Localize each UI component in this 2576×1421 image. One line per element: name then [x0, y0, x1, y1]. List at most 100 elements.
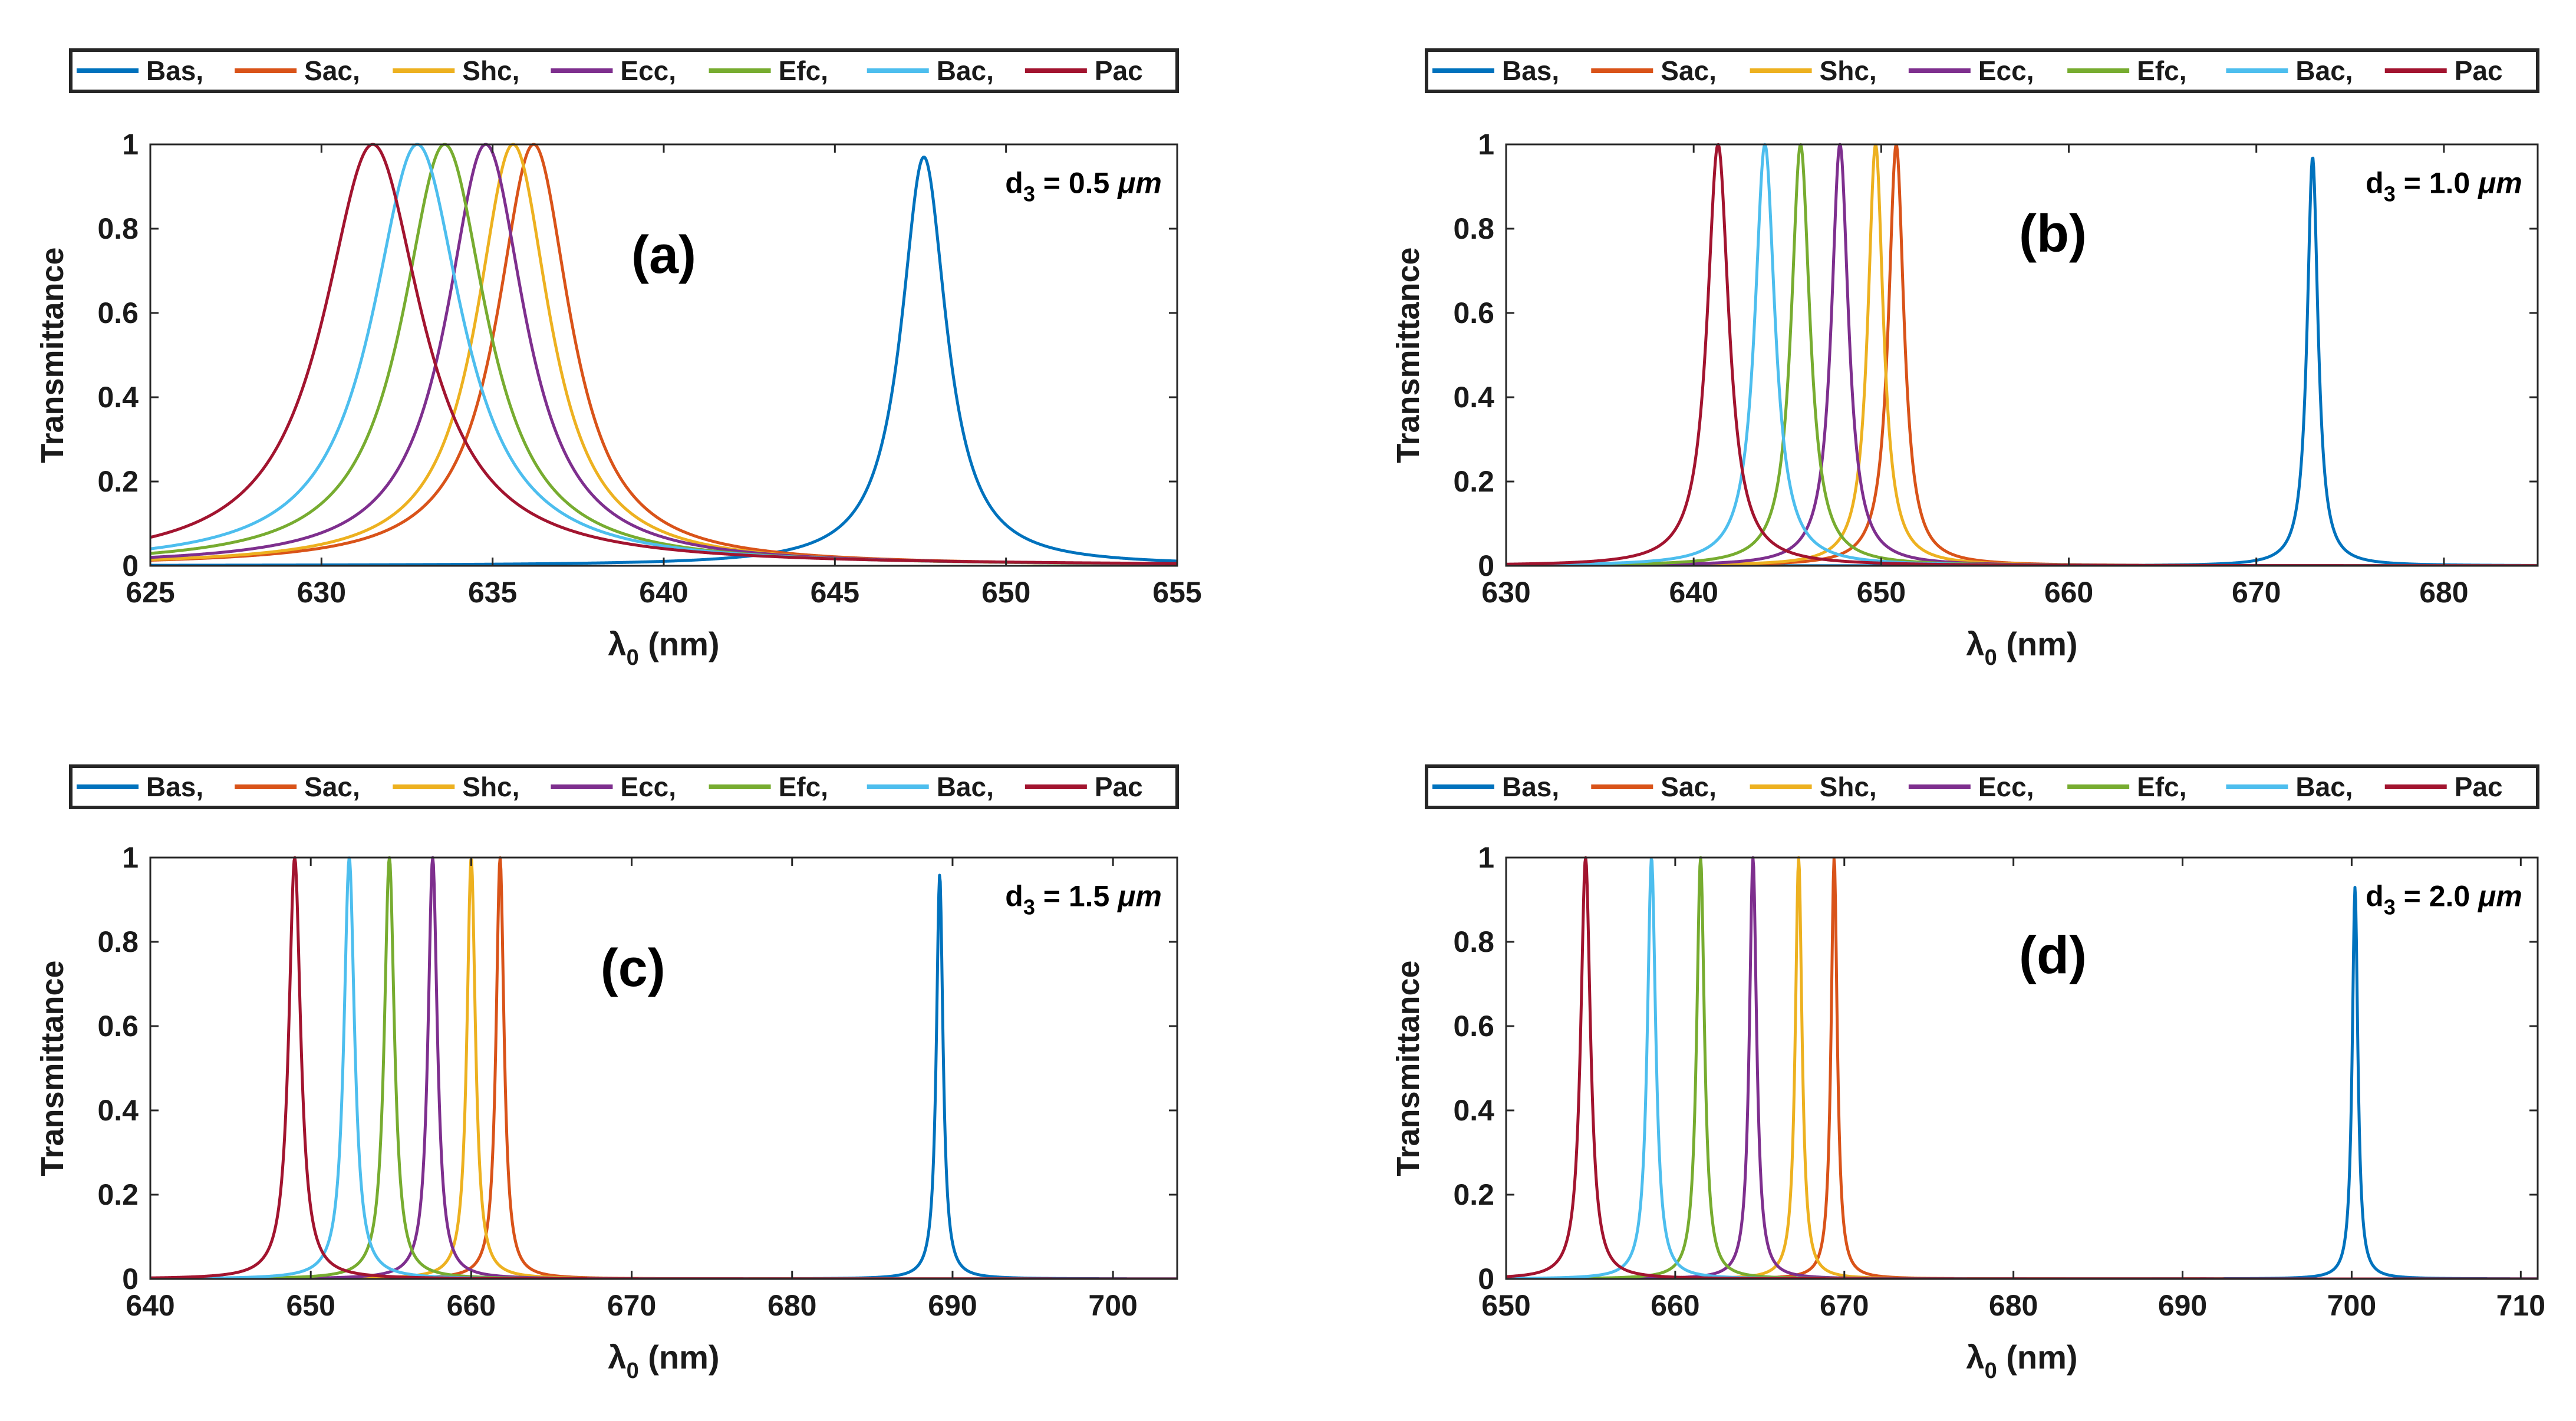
legend-label-pac: Pac	[2455, 772, 2503, 802]
legend-label-pac: Pac	[2455, 55, 2503, 86]
legend-label-bas: Bas,	[1502, 772, 1559, 802]
plot-area	[150, 144, 1177, 566]
x-tick-label: 655	[1152, 576, 1201, 609]
chart-panel-a: 625 630 635 640 645 650 655 0 0.2 0.4 0.6 0.8 1 Trans…	[35, 48, 1202, 670]
x-tick-label: 645	[811, 576, 859, 609]
y-tick-label: 0.4	[1453, 1094, 1494, 1127]
x-tick-label: 690	[2158, 1289, 2207, 1322]
x-tick-label: 630	[1481, 576, 1530, 609]
y-tick-label: 0	[122, 549, 139, 582]
y-axis-label: Transmittance	[1391, 247, 1426, 463]
panel-label: (b)	[2019, 205, 2087, 263]
y-tick-label: 0.6	[97, 1010, 139, 1043]
axes-box	[1505, 143, 2539, 567]
thickness-annotation: d3 = 0.5 μm	[1005, 166, 1162, 206]
legend-label-shc: Shc,	[1820, 772, 1877, 802]
legend-label-efc: Efc,	[2137, 772, 2186, 802]
x-tick-label: 660	[447, 1289, 496, 1322]
legend-label-efc: Efc,	[2137, 55, 2186, 86]
x-tick-label: 660	[1651, 1289, 1699, 1322]
y-tick-label: 1	[122, 128, 139, 161]
legend-label-bas: Bas,	[1502, 55, 1559, 86]
y-tick-label: 0	[1478, 1262, 1494, 1295]
legend-label-bac: Bac,	[2295, 772, 2353, 802]
x-tick-label: 650	[286, 1289, 335, 1322]
legend: Bas, Sac, Shc, Ecc, Efc, Bac, Pac	[1425, 48, 2539, 93]
y-tick-label: 0.8	[97, 925, 139, 958]
legend-label-shc: Shc,	[462, 772, 519, 802]
y-tick-label: 0.8	[97, 212, 139, 245]
y-tick-label: 0	[122, 1262, 139, 1295]
legend-label-shc: Shc,	[1820, 55, 1877, 86]
x-tick-label: 700	[1088, 1289, 1137, 1322]
x-tick-label: 630	[297, 576, 346, 609]
legend-label-bas: Bas,	[146, 772, 203, 802]
x-tick-label: 660	[2044, 576, 2093, 609]
x-tick-label: 670	[2232, 576, 2281, 609]
x-tick-label: 635	[468, 576, 517, 609]
panel-label: (c)	[601, 939, 666, 998]
thickness-annotation: d3 = 1.5 μm	[1005, 879, 1162, 919]
x-tick-label: 625	[126, 576, 174, 609]
y-tick-label: 0.2	[1453, 465, 1494, 498]
x-tick-label: 690	[928, 1289, 977, 1322]
x-tick-label: 650	[981, 576, 1030, 609]
x-tick-label: 650	[1481, 1289, 1530, 1322]
x-tick-label: 680	[767, 1289, 816, 1322]
y-tick-label: 0.4	[1453, 381, 1494, 414]
y-axis-label: Transmittance	[1391, 960, 1426, 1176]
x-tick-label: 640	[639, 576, 688, 609]
legend-label-pac: Pac	[1095, 55, 1143, 86]
x-axis-label: λ0 (nm)	[1966, 625, 2077, 670]
y-tick-label: 0.8	[1453, 925, 1494, 958]
y-tick-label: 0.2	[97, 465, 139, 498]
y-tick-label: 0.6	[1453, 1010, 1494, 1043]
plot-area	[1506, 144, 2538, 566]
y-tick-label: 1	[1478, 128, 1494, 161]
x-tick-label: 680	[2419, 576, 2468, 609]
y-tick-label: 0.2	[97, 1178, 139, 1211]
legend: Bas, Sac, Shc, Ecc, Efc, Bac, Pac	[1425, 764, 2539, 809]
x-tick-label: 670	[607, 1289, 656, 1322]
y-tick-label: 0.2	[1453, 1178, 1494, 1211]
y-axis-label: Transmittance	[35, 960, 70, 1176]
legend-label-shc: Shc,	[462, 55, 519, 86]
legend-label-sac: Sac,	[304, 772, 360, 802]
panel-label: (d)	[2019, 926, 2087, 985]
legend: Bas, Sac, Shc, Ecc, Efc, Bac, Pac	[69, 48, 1179, 93]
x-tick-label: 700	[2327, 1289, 2376, 1322]
axes-box	[1505, 856, 2539, 1280]
legend-label-pac: Pac	[1095, 772, 1143, 802]
legend-label-ecc: Ecc,	[620, 772, 676, 802]
thickness-annotation: d3 = 1.0 μm	[2366, 166, 2522, 206]
axes-box	[149, 856, 1178, 1280]
x-tick-label: 710	[2496, 1289, 2545, 1322]
panel-label: (a)	[631, 226, 696, 285]
legend-label-ecc: Ecc,	[620, 55, 676, 86]
chart-panel-d: 650 660 670 680 690 700 710 0 0.2 0.4 0.6 0.8 1 Trans…	[1391, 764, 2545, 1383]
legend-label-ecc: Ecc,	[1978, 55, 2034, 86]
legend-label-bac: Bac,	[2295, 55, 2353, 86]
legend-label-bas: Bas,	[146, 55, 203, 86]
plot-area	[150, 858, 1177, 1279]
legend-label-bac: Bac,	[937, 772, 994, 802]
series-group	[150, 143, 1177, 566]
y-tick-label: 1	[1478, 841, 1494, 874]
x-axis-label: λ0 (nm)	[1966, 1338, 2077, 1383]
y-tick-label: 0.6	[97, 296, 139, 329]
x-tick-label: 640	[126, 1289, 174, 1322]
y-tick-label: 0	[1478, 549, 1494, 582]
y-tick-label: 0.6	[1453, 296, 1494, 329]
y-axis-label: Transmittance	[35, 247, 70, 463]
x-tick-label: 670	[1820, 1289, 1869, 1322]
x-axis-label: λ0 (nm)	[608, 625, 719, 670]
x-tick-label: 680	[1989, 1289, 2038, 1322]
y-tick-label: 0.8	[1453, 212, 1494, 245]
x-tick-label: 640	[1669, 576, 1718, 609]
y-tick-label: 0.4	[97, 381, 139, 414]
legend-label-efc: Efc,	[779, 55, 828, 86]
legend-label-sac: Sac,	[304, 55, 360, 86]
y-tick-label: 1	[122, 841, 139, 874]
legend-label-efc: Efc,	[779, 772, 828, 802]
